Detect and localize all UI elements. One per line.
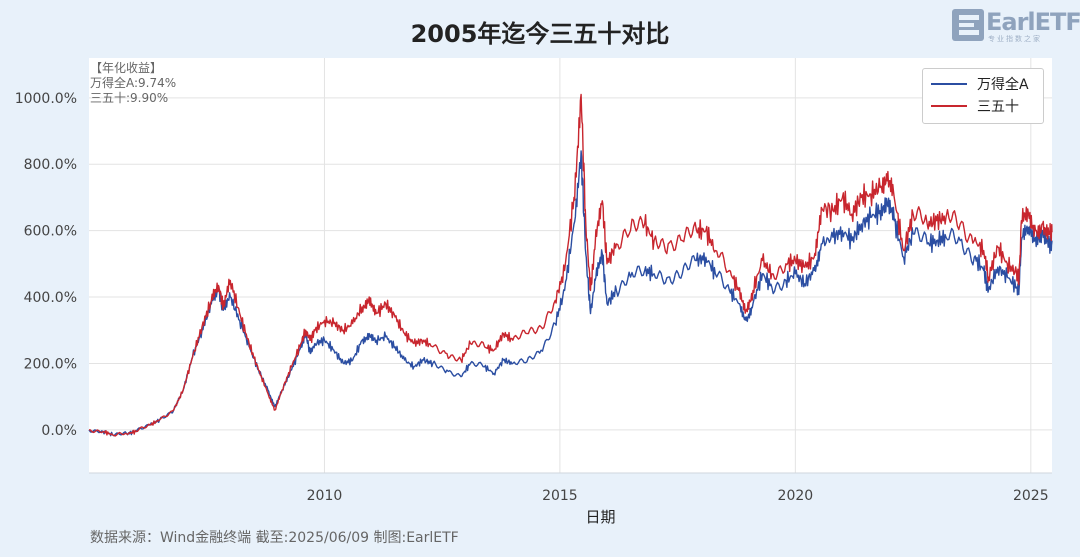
annotation-header: 【年化收益】 bbox=[90, 61, 163, 75]
annualized-return-note: 【年化收益】 万得全A:9.74% 三五十:9.90% bbox=[90, 61, 176, 106]
series-line-three-five-ten bbox=[88, 93, 1053, 437]
annotation-line-wind: 万得全A:9.74% bbox=[90, 76, 177, 90]
logo-e-icon bbox=[952, 9, 984, 41]
x-tick-label: 2010 bbox=[307, 488, 343, 504]
chart-title: 2005年迄今三五十对比 bbox=[410, 20, 670, 48]
x-tick-label: 2015 bbox=[542, 488, 578, 504]
legend-label-350: 三五十 bbox=[977, 99, 1019, 115]
earletf-logo: EarlETF 专业指数之家 bbox=[952, 6, 1080, 46]
data-source-note: 数据来源：Wind金融终端 截至:2025/06/09 制图:EarlETF bbox=[90, 530, 459, 546]
y-tick-label: 800.0% bbox=[24, 157, 77, 173]
annotation-line-350: 三五十:9.90% bbox=[90, 91, 169, 105]
chart-legend: 万得全A 三五十 bbox=[922, 68, 1044, 124]
legend-label-wind: 万得全A bbox=[977, 77, 1029, 93]
y-tick-label: 200.0% bbox=[24, 356, 77, 372]
y-tick-label: 0.0% bbox=[41, 423, 77, 439]
legend-swatch-350 bbox=[931, 105, 967, 107]
x-tick-label: 2020 bbox=[778, 488, 814, 504]
y-tick-label: 600.0% bbox=[24, 224, 77, 240]
x-axis-label: 日期 bbox=[585, 508, 615, 526]
legend-swatch-wind bbox=[931, 83, 967, 85]
y-tick-label: 1000.0% bbox=[15, 91, 77, 107]
logo-subtitle: 专业指数之家 bbox=[988, 35, 1042, 43]
y-tick-label: 400.0% bbox=[24, 290, 77, 306]
logo-wordmark: EarlETF bbox=[986, 8, 1080, 36]
plot-background bbox=[89, 58, 1052, 473]
x-tick-label: 2025 bbox=[1013, 488, 1049, 504]
